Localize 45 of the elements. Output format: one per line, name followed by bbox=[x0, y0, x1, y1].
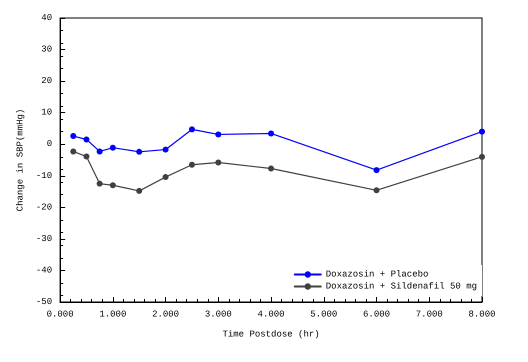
point bbox=[268, 166, 274, 172]
point bbox=[479, 154, 485, 160]
x-tick-label: 4.000 bbox=[258, 310, 285, 320]
point bbox=[215, 160, 222, 166]
legend-label: Doxazosin + Sildenafil 50 mg bbox=[326, 282, 478, 292]
x-tick-label: 8.000 bbox=[468, 310, 496, 320]
point bbox=[188, 126, 195, 132]
y-tick-label: 40 bbox=[41, 13, 52, 23]
y-tick-label: -40 bbox=[36, 265, 52, 276]
point bbox=[374, 167, 380, 174]
y-tick-label: 20 bbox=[41, 76, 52, 86]
x-tick-label: 2.000 bbox=[152, 310, 180, 320]
point bbox=[83, 154, 90, 160]
point bbox=[136, 148, 142, 155]
point bbox=[215, 131, 222, 138]
point bbox=[136, 188, 142, 194]
point bbox=[96, 148, 103, 154]
point bbox=[70, 133, 76, 140]
y-tick-label: -30 bbox=[36, 234, 52, 244]
y-tick-label: -10 bbox=[36, 170, 52, 181]
point bbox=[268, 130, 274, 136]
point bbox=[83, 136, 90, 142]
y-axis-title: Change in SBP(mmHg) bbox=[16, 108, 26, 212]
x-axis-title: Time Postdose (hr) bbox=[222, 330, 320, 340]
legend-label: Doxazosin + Placebo bbox=[326, 270, 428, 280]
point bbox=[188, 162, 195, 168]
point bbox=[162, 146, 169, 153]
y-tick-label: 0 bbox=[46, 139, 52, 150]
point bbox=[110, 182, 116, 188]
x-tick-label: 1.000 bbox=[99, 310, 126, 320]
point bbox=[479, 128, 485, 135]
x-tick-label: 3.000 bbox=[204, 310, 232, 320]
y-tick-label: -50 bbox=[36, 297, 52, 307]
x-tick-label: 6.000 bbox=[363, 310, 390, 320]
point bbox=[374, 187, 380, 194]
y-tick-label: 30 bbox=[41, 44, 52, 55]
x-tick-label: 5.000 bbox=[310, 310, 338, 320]
point bbox=[110, 144, 116, 151]
x-tick-label: 7.000 bbox=[416, 310, 443, 320]
point bbox=[70, 148, 76, 154]
x-tick-label: 0.000 bbox=[46, 310, 74, 320]
point bbox=[162, 174, 169, 180]
y-tick-label: 10 bbox=[41, 108, 52, 118]
y-tick-label: -20 bbox=[36, 202, 52, 212]
point bbox=[96, 180, 103, 187]
